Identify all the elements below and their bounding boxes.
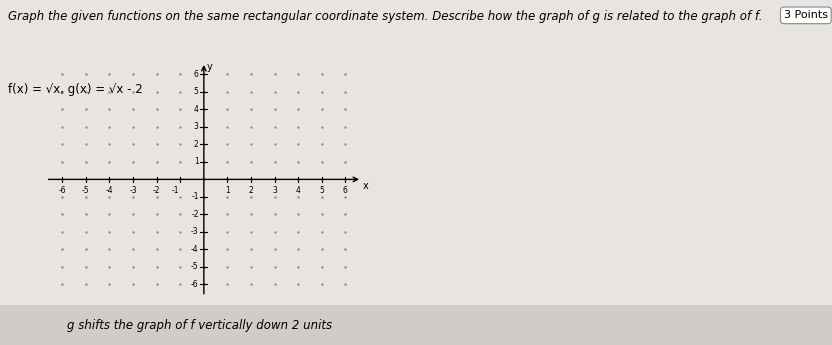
Text: -5: -5 bbox=[82, 186, 90, 195]
Text: 6: 6 bbox=[343, 186, 348, 195]
Text: Graph the given functions on the same rectangular coordinate system. Describe ho: Graph the given functions on the same re… bbox=[8, 10, 763, 23]
Text: 4: 4 bbox=[194, 105, 199, 114]
Text: x: x bbox=[363, 180, 369, 190]
Text: -4: -4 bbox=[106, 186, 113, 195]
Text: 1: 1 bbox=[225, 186, 230, 195]
Text: 3 Points: 3 Points bbox=[784, 10, 828, 20]
Text: 2: 2 bbox=[249, 186, 254, 195]
Text: -4: -4 bbox=[191, 245, 199, 254]
Text: -2: -2 bbox=[153, 186, 161, 195]
Text: -6: -6 bbox=[191, 280, 199, 289]
Text: -3: -3 bbox=[191, 227, 199, 236]
Text: 2: 2 bbox=[194, 140, 199, 149]
Text: 5: 5 bbox=[194, 87, 199, 96]
Text: -3: -3 bbox=[129, 186, 137, 195]
Text: -1: -1 bbox=[171, 186, 179, 195]
Text: 1: 1 bbox=[194, 157, 199, 166]
Text: -5: -5 bbox=[191, 263, 199, 272]
Text: g shifts the graph of f vertically down 2 units: g shifts the graph of f vertically down … bbox=[67, 319, 332, 332]
Text: y: y bbox=[206, 62, 212, 72]
Text: f(x) = √x, g(x) = √x - 2: f(x) = √x, g(x) = √x - 2 bbox=[8, 83, 143, 96]
Text: -6: -6 bbox=[58, 186, 66, 195]
Text: 5: 5 bbox=[319, 186, 324, 195]
Text: -1: -1 bbox=[191, 193, 199, 201]
Text: -2: -2 bbox=[191, 210, 199, 219]
Text: 4: 4 bbox=[296, 186, 300, 195]
Text: 3: 3 bbox=[194, 122, 199, 131]
Text: 6: 6 bbox=[194, 70, 199, 79]
Text: 3: 3 bbox=[272, 186, 277, 195]
